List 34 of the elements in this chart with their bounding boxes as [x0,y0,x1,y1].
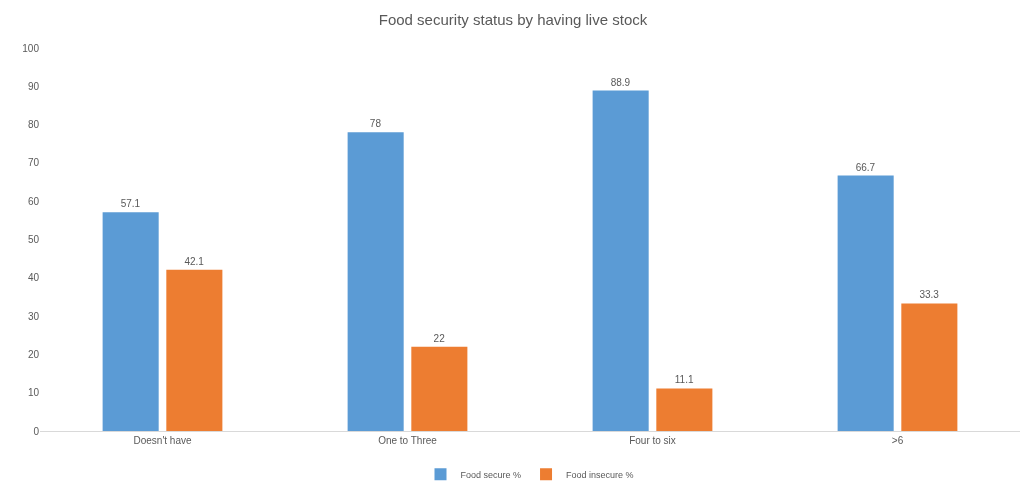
data-label: 57.1 [120,198,141,210]
data-label: 78 [369,118,382,130]
y-tick-label: 60 [27,195,40,207]
x-tick-label: One to Three [378,435,438,446]
data-label: 88.9 [610,76,631,88]
chart-title: Food security status by having live stock [378,11,648,29]
legend-label: Food insecure % [566,469,634,480]
legend-label: Food secure % [460,469,522,480]
x-tick-label: >6 [891,435,904,446]
data-label: 66.7 [855,161,876,173]
data-label: 42.1 [184,255,205,267]
y-tick-label: 20 [27,348,40,360]
bar [102,212,159,431]
bar [592,90,649,431]
x-tick-label: Doesn't have [133,435,192,446]
data-label: 33.3 [919,289,940,301]
x-tick-label: Four to six [629,435,676,446]
y-tick-label: 40 [27,272,40,284]
y-tick-label: 10 [27,387,40,399]
y-tick-label: 70 [27,157,40,169]
bar [347,132,404,431]
bar [411,346,468,431]
data-label: 11.1 [674,374,694,386]
y-tick-label: 80 [27,119,40,131]
bar [837,175,894,431]
bar [656,388,713,431]
y-tick-label: 30 [27,310,40,322]
y-tick-label: 90 [27,80,40,92]
bar [901,303,958,431]
data-label: 22 [433,332,446,344]
y-tick-label: 50 [27,234,40,245]
y-tick-label: 0 [33,425,40,437]
y-tick-label: 100 [22,42,40,54]
bar [166,269,223,431]
